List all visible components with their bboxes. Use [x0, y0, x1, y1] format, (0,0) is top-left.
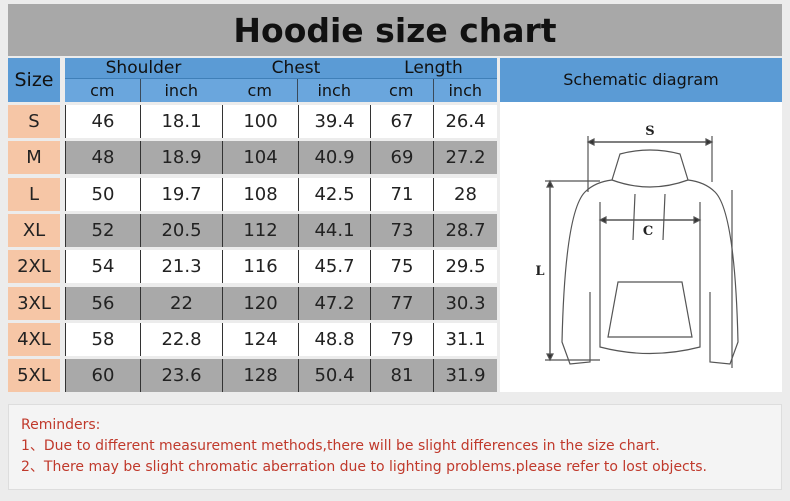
value-cell: 116: [222, 250, 298, 284]
unit-label: inch: [432, 79, 497, 102]
shoulder-label: S: [645, 124, 654, 139]
value-cell: 77: [370, 286, 433, 320]
value-cell: 112: [222, 213, 298, 247]
size-cell: S: [8, 105, 60, 138]
value-cell: 81: [370, 359, 433, 393]
unit-label: inch: [297, 79, 370, 102]
table-row: 5XL 60 23.6 128 50.4 81 31.9: [8, 359, 497, 393]
table-row: XL 52 20.5 112 44.1 73 28.7: [8, 213, 497, 247]
size-cell: 3XL: [8, 286, 60, 320]
value-cell: 58: [65, 322, 140, 356]
hoodie-outline-icon: S L C: [535, 124, 739, 368]
group-label: Chest: [222, 58, 370, 79]
value-cell: 46: [65, 105, 140, 138]
table-row: L 50 19.7 108 42.5 71 28: [8, 177, 497, 211]
value-cell: 128: [222, 359, 298, 393]
value-cell: 23.6: [140, 359, 222, 393]
group-label: Length: [370, 58, 497, 79]
unit-label: inch: [139, 79, 222, 102]
value-cell: 31.9: [433, 359, 497, 393]
value-cell: 30.3: [433, 286, 497, 320]
reminders-heading: Reminders:: [21, 417, 101, 433]
value-cell: 73: [370, 213, 433, 247]
value-cell: 27.2: [433, 141, 497, 175]
size-cell: 2XL: [8, 250, 60, 284]
value-cell: 120: [222, 286, 298, 320]
size-cell: L: [8, 177, 60, 211]
value-cell: 26.4: [433, 105, 497, 138]
unit-label: cm: [222, 79, 298, 102]
value-cell: 56: [65, 286, 140, 320]
value-cell: 48.8: [298, 322, 370, 356]
schematic-diagram: Schematic diagram S L C: [500, 58, 782, 392]
value-cell: 54: [65, 250, 140, 284]
value-cell: 108: [222, 177, 298, 211]
table-row: S 46 18.1 100 39.4 67 26.4: [8, 105, 497, 138]
value-cell: 124: [222, 322, 298, 356]
value-cell: 18.1: [140, 105, 222, 138]
value-cell: 100: [222, 105, 298, 138]
value-cell: 20.5: [140, 213, 222, 247]
value-cell: 50: [65, 177, 140, 211]
value-cell: 18.9: [140, 141, 222, 175]
value-cell: 75: [370, 250, 433, 284]
length-label: L: [535, 264, 544, 279]
value-cell: 40.9: [298, 141, 370, 175]
value-cell: 50.4: [298, 359, 370, 393]
value-cell: 29.5: [433, 250, 497, 284]
unit-label: cm: [370, 79, 433, 102]
value-cell: 22.8: [140, 322, 222, 356]
table-row: M 48 18.9 104 40.9 69 27.2: [8, 141, 497, 175]
value-cell: 45.7: [298, 250, 370, 284]
value-cell: 71: [370, 177, 433, 211]
reminders-box: Reminders: 1、Due to different measuremen…: [8, 404, 782, 490]
table-row: 4XL 58 22.8 124 48.8 79 31.1: [8, 322, 497, 356]
value-cell: 69: [370, 141, 433, 175]
value-cell: 22: [140, 286, 222, 320]
size-cell: 5XL: [8, 359, 60, 393]
header-group-length: Length cm inch: [370, 58, 497, 102]
reminder-item: 1、Due to different measurement methods,t…: [21, 438, 660, 454]
size-cell: 4XL: [8, 322, 60, 356]
reminder-item: 2、There may be slight chromatic aberrati…: [21, 459, 707, 475]
value-cell: 104: [222, 141, 298, 175]
value-cell: 47.2: [298, 286, 370, 320]
table-row: 2XL 54 21.3 116 45.7 75 29.5: [8, 250, 497, 284]
value-cell: 19.7: [140, 177, 222, 211]
group-label: Shoulder: [65, 58, 222, 79]
value-cell: 67: [370, 105, 433, 138]
value-cell: 42.5: [298, 177, 370, 211]
value-cell: 28: [433, 177, 497, 211]
size-cell: M: [8, 141, 60, 175]
value-cell: 60: [65, 359, 140, 393]
header-group-chest: Chest cm inch: [222, 58, 370, 102]
value-cell: 44.1: [298, 213, 370, 247]
chest-label: C: [643, 224, 653, 239]
table-row: 3XL 56 22 120 47.2 77 30.3: [8, 286, 497, 320]
unit-label: cm: [65, 79, 140, 102]
diagram-title: Schematic diagram: [500, 58, 782, 102]
size-cell: XL: [8, 213, 60, 247]
value-cell: 52: [65, 213, 140, 247]
value-cell: 31.1: [433, 322, 497, 356]
value-cell: 48: [65, 141, 140, 175]
value-cell: 39.4: [298, 105, 370, 138]
value-cell: 79: [370, 322, 433, 356]
page-title: Hoodie size chart: [8, 4, 782, 56]
header-group-shoulder: Shoulder cm inch: [65, 58, 222, 102]
size-header: Size: [8, 58, 60, 102]
value-cell: 21.3: [140, 250, 222, 284]
value-cell: 28.7: [433, 213, 497, 247]
